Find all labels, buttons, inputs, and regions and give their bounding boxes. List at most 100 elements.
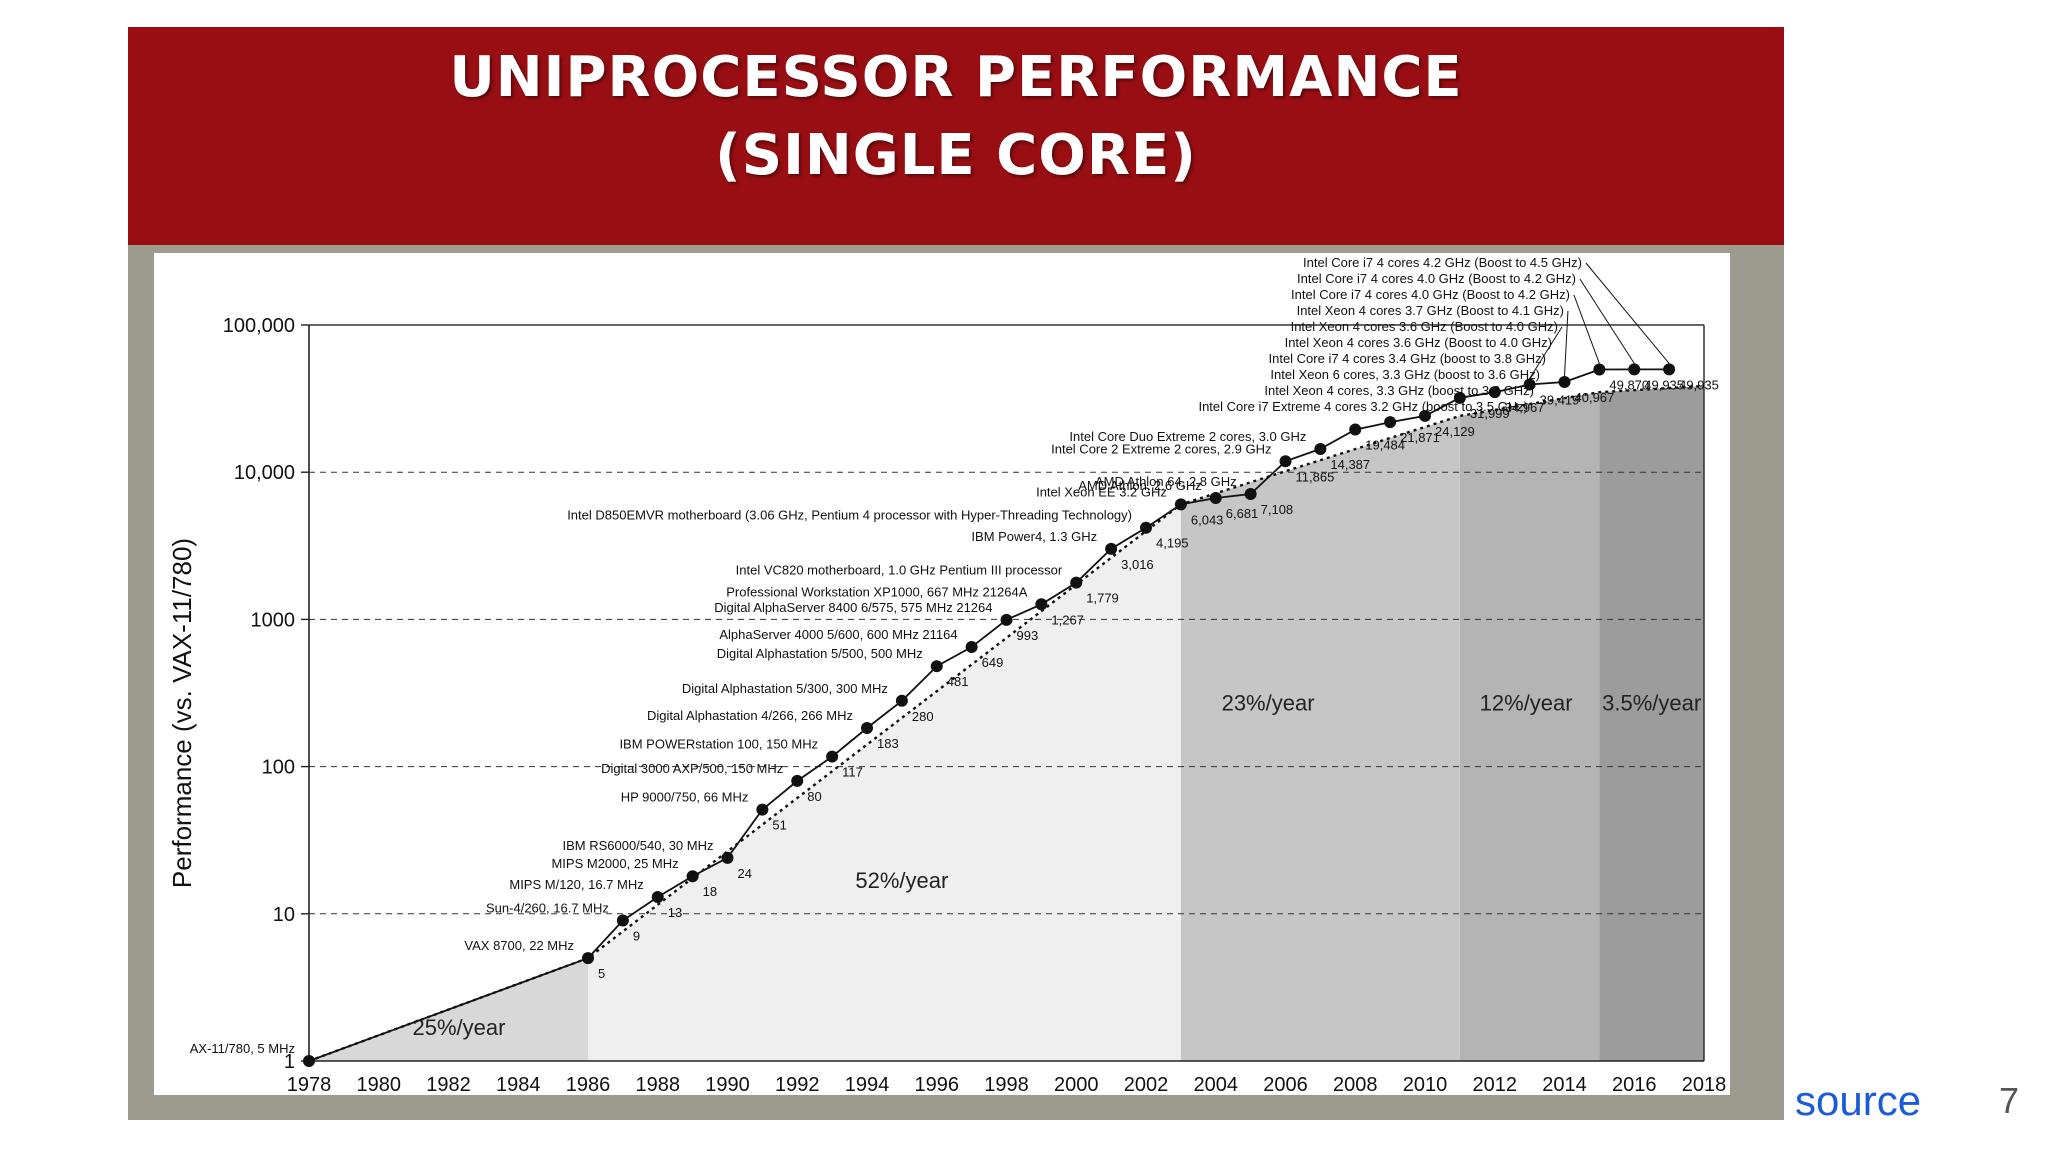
machine-label-1986: VAX 8700, 22 MHz [464, 938, 574, 953]
machine-label-2016: Intel Core i7 4 cores 4.0 GHz (Boost to … [1297, 271, 1576, 286]
data-point-1998 [1000, 613, 1013, 626]
data-point-1987 [616, 914, 629, 927]
value-label-2007: 14,387 [1330, 457, 1370, 472]
value-label-2002: 4,195 [1156, 536, 1189, 551]
machine-label-2014: Intel Xeon 4 cores 3.7 GHz (Boost to 4.1… [1297, 303, 1564, 318]
value-label-2005: 7,108 [1261, 502, 1294, 517]
data-point-1986 [582, 952, 594, 965]
data-point-1995 [895, 694, 908, 707]
growth-rate-label-5: 3.5%/year [1602, 691, 1701, 716]
data-point-1999 [1035, 598, 1048, 611]
source-link[interactable]: source [1795, 1077, 1922, 1124]
y-tick-label-10: 10 [273, 904, 295, 926]
value-label-2015: 49,870 [1609, 377, 1649, 392]
x-tick-label-1984: 1984 [496, 1074, 541, 1095]
value-label-2003: 6,043 [1191, 512, 1224, 527]
machine-label-1998: Digital AlphaServer 8400 6/575, 575 MHz … [714, 600, 992, 615]
data-point-2003 [1174, 498, 1187, 511]
value-label-1993: 117 [842, 765, 863, 780]
x-tick-label-2006: 2006 [1263, 1074, 1308, 1095]
value-label-1992: 80 [807, 789, 821, 804]
machine-label-1993: IBM POWERstation 100, 150 MHz [619, 737, 818, 752]
machine-label-2008: Intel Core i7 Extreme 4 cores 3.2 GHz (b… [1198, 399, 1527, 414]
machine-label-2001: IBM Power4, 1.3 GHz [971, 529, 1097, 544]
machine-label-1978: AX-11/780, 5 MHz [190, 1041, 295, 1056]
value-label-1986: 5 [598, 966, 605, 981]
value-label-2013: 39,419 [1540, 393, 1580, 408]
value-label-2012: 34,967 [1505, 400, 1545, 415]
y-tick-label-1: 1 [284, 1051, 295, 1073]
x-tick-label-1978: 1978 [287, 1074, 332, 1095]
value-label-2010: 24,129 [1435, 424, 1475, 439]
machine-label-2017: Intel Core i7 4 cores 4.2 GHz (Boost to … [1303, 255, 1582, 270]
growth-region-4 [1459, 392, 1600, 1061]
machine-label-1988: MIPS M/120, 16.7 MHz [509, 877, 643, 892]
data-point-2004 [1209, 491, 1222, 504]
x-tick-label-2008: 2008 [1333, 1074, 1378, 1095]
performance-chart: 1 10 100 1000 10,000 100,000 1978 1980 1982 1984 1… [167, 255, 1726, 1095]
machine-label-1989: MIPS M2000, 25 MHz [551, 856, 678, 871]
growth-region-5 [1599, 386, 1704, 1061]
machine-label-2002: Intel D850EMVR motherboard (3.06 GHz, Pe… [567, 508, 1132, 523]
growth-rate-label-3: 23%/year [1222, 691, 1315, 716]
slide: UNIPROCESSOR PERFORMANCE (SINGLE CORE) 1… [128, 27, 1784, 1120]
callout-line-2013 [1529, 326, 1563, 379]
x-tick-label-2002: 2002 [1124, 1074, 1169, 1095]
data-point-1993 [826, 750, 839, 763]
value-label-2004: 6,681 [1226, 506, 1259, 521]
y-axis-title: Performance (vs. VAX-11/780) [167, 538, 197, 888]
data-point-1997 [965, 641, 978, 654]
callout-line-2015 [1573, 294, 1600, 364]
data-point-2010 [1419, 409, 1431, 422]
x-tick-label-1998: 1998 [984, 1074, 1029, 1095]
machine-label-1999: Professional Workstation XP1000, 667 MHz… [726, 584, 1027, 599]
x-tick-label-1982: 1982 [426, 1074, 471, 1095]
y-tick-label-100: 100 [262, 757, 295, 779]
data-point-2000 [1070, 576, 1083, 589]
data-point-1996 [930, 660, 943, 673]
value-label-1996: 481 [947, 674, 969, 689]
x-tick-label-2012: 2012 [1473, 1074, 1518, 1095]
machine-label-2000: Intel VC820 motherboard, 1.0 GHz Pentium… [736, 563, 1063, 578]
machine-label-1997: AlphaServer 4000 5/600, 600 MHz 21164 [719, 627, 957, 642]
value-label-2011: 31,999 [1470, 406, 1510, 421]
value-label-1988: 13 [668, 905, 682, 920]
machine-label-2005: AMD Athlon 64, 2.8 GHz [1095, 474, 1237, 489]
value-label-2001: 3,016 [1121, 557, 1154, 572]
data-point-2014 [1558, 376, 1571, 389]
value-label-2014: 40,967 [1575, 390, 1615, 405]
value-label-1990: 24 [738, 866, 752, 881]
value-label-1989: 18 [703, 884, 717, 899]
machine-label-1991: HP 9000/750, 66 MHz [621, 790, 749, 805]
data-point-2015 [1593, 363, 1606, 376]
value-label-1991: 51 [772, 818, 786, 833]
data-point-1978 [303, 1055, 315, 1067]
machine-label-2007: Intel Core Duo Extreme 2 cores, 3.0 GHz [1069, 429, 1306, 444]
callout-line-2014 [1564, 310, 1569, 377]
machine-label-2015: Intel Core i7 4 cores 4.0 GHz (Boost to … [1291, 287, 1570, 302]
machine-label-2010: Intel Xeon 6 cores, 3.3 GHz (boost to 3.… [1270, 367, 1540, 382]
machine-label-2004: AMD Athlon, 2.6 GHz [1078, 478, 1202, 493]
machine-label-1987: Sun-4/260, 16.7 MHz [486, 901, 609, 916]
growth-rate-label-2: 52%/year [855, 868, 948, 893]
x-tick-label-2004: 2004 [1194, 1074, 1239, 1095]
x-tick-label-2010: 2010 [1403, 1074, 1448, 1095]
x-tick-label-2000: 2000 [1054, 1074, 1099, 1095]
machine-label-1992: Digital 3000 AXP/500, 150 MHz [601, 761, 783, 776]
data-point-2007 [1314, 442, 1327, 455]
growth-region-2 [588, 504, 1181, 1061]
value-label-2006: 11,865 [1296, 469, 1335, 484]
y-tick-label-10,000: 10,000 [234, 462, 295, 484]
machine-label-2009: Intel Xeon 4 cores, 3.3 GHz (boost to 3.… [1264, 383, 1534, 398]
x-tick-label-1996: 1996 [915, 1074, 960, 1095]
data-point-1990 [721, 851, 734, 864]
machine-label-2006: Intel Core 2 Extreme 2 cores, 2.9 GHz [1051, 441, 1271, 456]
machine-label-1994: Digital Alphastation 4/266, 266 MHz [647, 708, 853, 723]
page-number: 7 [1999, 1080, 2020, 1121]
data-point-2011 [1453, 391, 1466, 404]
value-label-2000: 1,779 [1086, 591, 1119, 606]
machine-label-2013: Intel Xeon 4 cores 3.6 GHz (Boost to 4.0… [1291, 319, 1558, 334]
data-point-2002 [1140, 521, 1152, 534]
data-point-2012 [1488, 386, 1501, 399]
chart-panel: 1 10 100 1000 10,000 100,000 1978 1980 1982 1984 1… [154, 253, 1730, 1095]
